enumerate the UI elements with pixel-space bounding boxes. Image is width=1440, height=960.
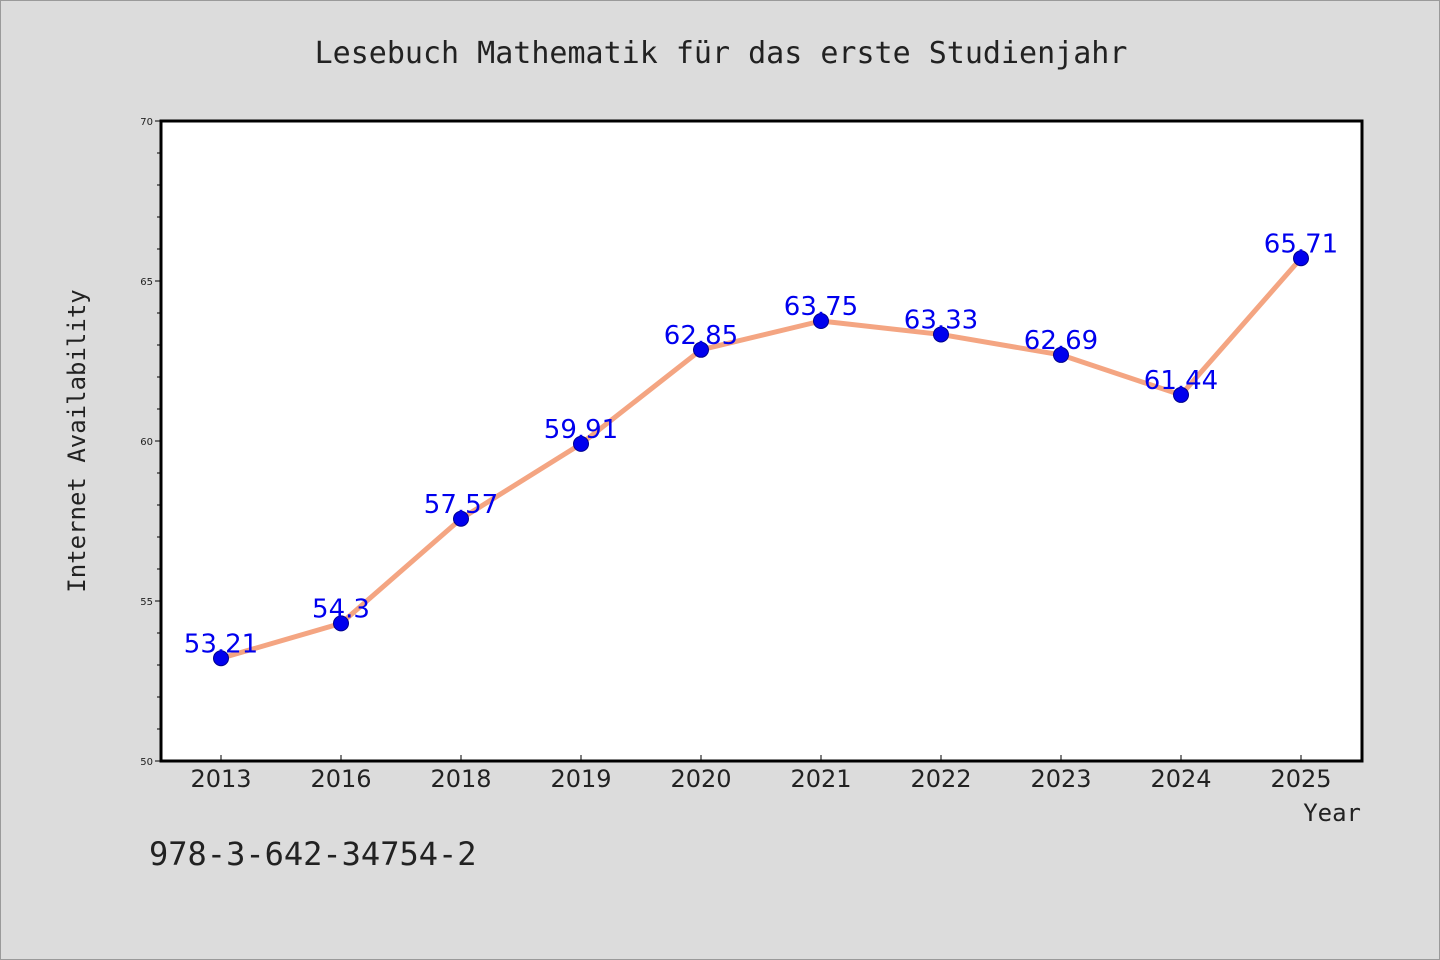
x-tick-label: 2020 bbox=[670, 765, 731, 793]
x-tick-label: 2022 bbox=[910, 765, 971, 793]
y-tick-label: 65 bbox=[140, 277, 153, 288]
data-label: 53.21 bbox=[184, 629, 258, 659]
y-tick-label: 50 bbox=[140, 757, 153, 768]
data-point bbox=[1173, 386, 1189, 403]
data-label: 59.91 bbox=[544, 415, 618, 445]
x-tick-label: 2018 bbox=[430, 765, 491, 793]
chart-title: Lesebuch Mathematik für das erste Studie… bbox=[315, 36, 1128, 71]
series-line bbox=[218, 255, 1304, 661]
y-axis: 50 55 60 65 70 bbox=[140, 117, 161, 768]
data-label: 61.44 bbox=[1144, 366, 1218, 396]
series-line-layer bbox=[218, 255, 1304, 661]
data-label: 62.69 bbox=[1024, 326, 1098, 356]
y-tick-label: 60 bbox=[140, 437, 153, 448]
y-tick-label: 55 bbox=[140, 597, 153, 608]
x-tick-label: 2021 bbox=[790, 765, 851, 793]
x-tick-label: 2023 bbox=[1030, 765, 1091, 793]
data-label: 63.75 bbox=[784, 292, 858, 322]
x-axis-label: Year bbox=[1303, 799, 1361, 827]
data-point bbox=[453, 510, 469, 527]
data-point bbox=[933, 326, 949, 343]
data-point bbox=[1053, 346, 1069, 363]
data-point bbox=[213, 650, 229, 667]
x-tick-label: 2025 bbox=[1270, 765, 1331, 793]
y-axis-label: Internet Availability bbox=[63, 289, 91, 592]
y-tick-label: 70 bbox=[140, 117, 153, 128]
data-point bbox=[693, 341, 709, 358]
x-tick-label: 2024 bbox=[1150, 765, 1211, 793]
x-tick-label: 2016 bbox=[310, 765, 371, 793]
data-label: 57.57 bbox=[424, 490, 498, 520]
data-point bbox=[813, 313, 829, 329]
markers-layer bbox=[213, 250, 1309, 667]
plot-area bbox=[159, 119, 1364, 763]
x-axis: 2013 2016 2018 2019 2020 2021 2022 2023 2024 2025 bbox=[190, 755, 1332, 793]
isbn-text: 978-3-642-34754-2 bbox=[149, 835, 477, 873]
data-label: 63.33 bbox=[904, 305, 978, 335]
data-label: 62.85 bbox=[664, 321, 738, 351]
data-point bbox=[333, 615, 349, 632]
data-point bbox=[1293, 250, 1309, 267]
data-label: 54.3 bbox=[312, 594, 370, 624]
data-labels-layer: 53.21 54.3 57.57 59.91 62.85 63.75 63.33 62.69 6… bbox=[184, 229, 1338, 659]
x-tick-label: 2019 bbox=[550, 765, 611, 793]
x-tick-label: 2013 bbox=[190, 765, 251, 793]
data-point bbox=[573, 435, 589, 452]
data-label: 65.71 bbox=[1264, 229, 1338, 259]
